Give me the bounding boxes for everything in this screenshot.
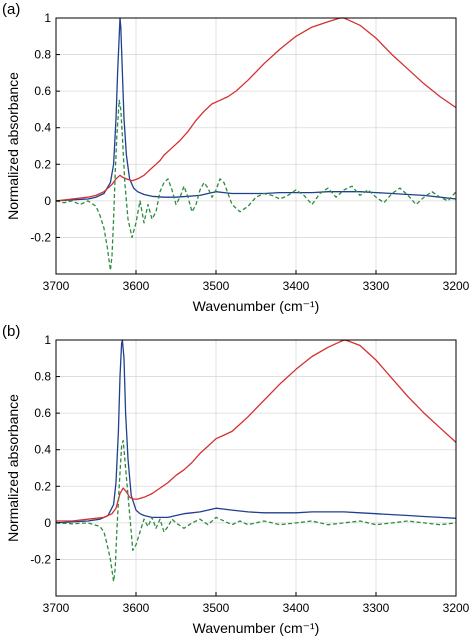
gridlines — [55, 17, 457, 274]
series-line-1 — [55, 17, 457, 202]
panel-label: (a) — [2, 1, 20, 18]
x-tick-label: 3300 — [363, 279, 390, 293]
series-line-2 — [56, 339, 457, 522]
x-tick-label: 3300 — [363, 601, 390, 615]
x-tick-label: 3400 — [283, 279, 310, 293]
x-tick-label: 3700 — [43, 601, 70, 615]
y-tick-label: 1 — [44, 333, 51, 347]
series-line-3 — [55, 99, 457, 271]
x-tick-label: 3200 — [443, 601, 470, 615]
x-tick-label: 3600 — [123, 279, 150, 293]
y-axis-label: Normalized absorbance — [5, 72, 21, 220]
x-axis-label: Wavenumber (cm⁻¹) — [193, 620, 320, 636]
series-line-3 — [55, 439, 457, 583]
panel-b: 3700 3600 3500 3400 3300 3200 -0.2 0 0.2 0.4 0.6 0.… — [2, 323, 470, 636]
y-tick-label: 0.6 — [34, 406, 51, 420]
y-axis-label: Normalized absorbance — [5, 394, 21, 542]
y-tick-label: -0.2 — [30, 230, 51, 244]
y-tick-label: 0.4 — [34, 443, 51, 457]
y-tick-label: 0.8 — [34, 370, 51, 384]
x-axis-label: Wavenumber (cm⁻¹) — [193, 298, 320, 314]
plot-frame — [55, 339, 457, 597]
y-tick-label: 0.2 — [34, 157, 51, 171]
y-tick-label: -0.2 — [30, 552, 51, 566]
y-tick-label: 0.6 — [34, 84, 51, 98]
y-tick-label: 0.4 — [34, 121, 51, 135]
x-tick-label: 3700 — [43, 279, 70, 293]
series-line-2 — [55, 17, 457, 202]
panel-a: 3700 3600 3500 3400 3300 3200 -0.2 0 0.2 0.4 0.6 0.… — [2, 1, 470, 314]
x-tick-label: 3500 — [203, 601, 230, 615]
y-tick-label: 0 — [44, 516, 51, 530]
x-tick-label: 3600 — [123, 601, 150, 615]
plot-frame — [55, 17, 457, 275]
x-tick-label: 3400 — [283, 601, 310, 615]
x-tick-label: 3200 — [443, 279, 470, 293]
panel-label: (b) — [2, 323, 20, 340]
y-tick-label: 0.8 — [34, 48, 51, 62]
y-tick-label: 0.2 — [34, 479, 51, 493]
series-line-1 — [55, 339, 457, 524]
y-tick-label: 0 — [44, 194, 51, 208]
x-tick-label: 3500 — [203, 279, 230, 293]
y-tick-label: 1 — [44, 11, 51, 25]
